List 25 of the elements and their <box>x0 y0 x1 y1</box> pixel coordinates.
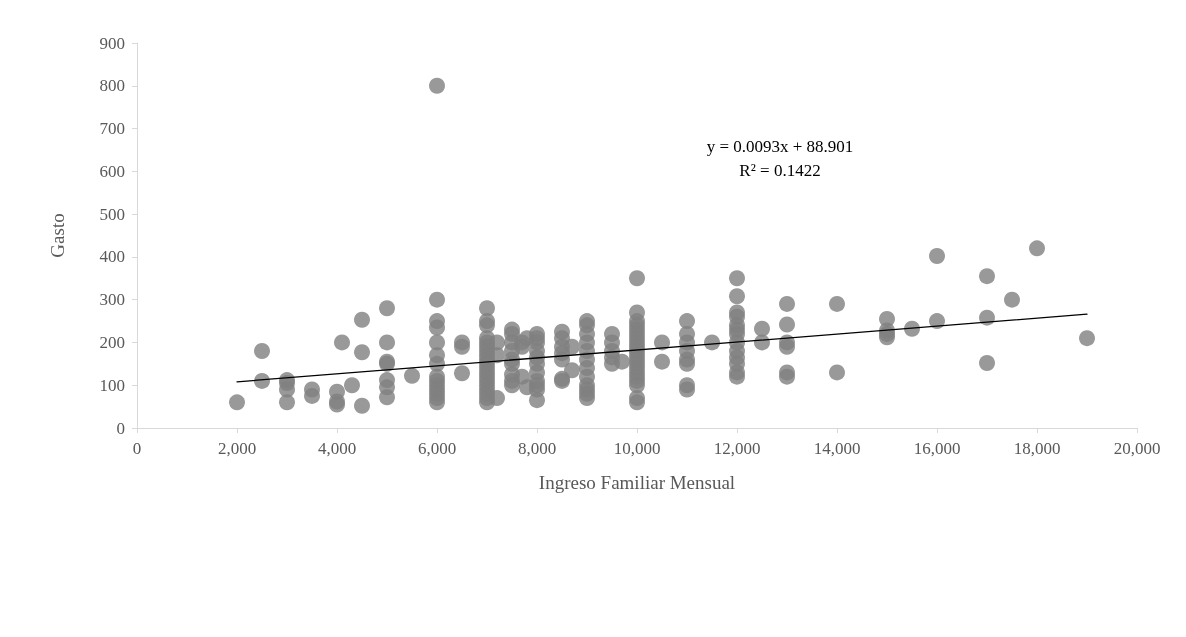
y-axis-title: Gasto <box>47 213 68 258</box>
x-tick-label: 10,000 <box>613 439 661 458</box>
x-tick-label: 4,000 <box>317 439 357 458</box>
x-tick-label: 12,000 <box>713 439 761 458</box>
y-tick-label: 200 <box>99 332 125 352</box>
x-tick-label: 14,000 <box>813 439 861 458</box>
y-tick-label: 100 <box>99 375 125 395</box>
x-axis-title: Ingreso Familiar Mensual <box>538 472 736 493</box>
y-tick-label: 0 <box>116 418 125 438</box>
x-tick-label: 2,000 <box>217 439 257 458</box>
y-tick-label: 600 <box>99 161 125 181</box>
y-tick-label: 300 <box>99 290 125 310</box>
x-tick-label: 16,000 <box>913 439 961 458</box>
x-tick-label: 8,000 <box>517 439 557 458</box>
y-tick-label: 800 <box>99 76 125 96</box>
annotation: R² = 0.1422 <box>739 161 821 180</box>
annotation: y = 0.0093x + 88.901 <box>706 137 854 156</box>
y-tick-label: 400 <box>99 247 125 267</box>
x-tick-label: 0 <box>132 439 142 458</box>
x-tick-label: 18,000 <box>1013 439 1061 458</box>
x-tick-label: 6,000 <box>417 439 457 458</box>
y-tick-label: 900 <box>99 33 125 53</box>
x-tick-label: 20,000 <box>1113 439 1161 458</box>
y-tick-label: 700 <box>99 119 125 139</box>
y-tick-label: 500 <box>99 204 125 224</box>
